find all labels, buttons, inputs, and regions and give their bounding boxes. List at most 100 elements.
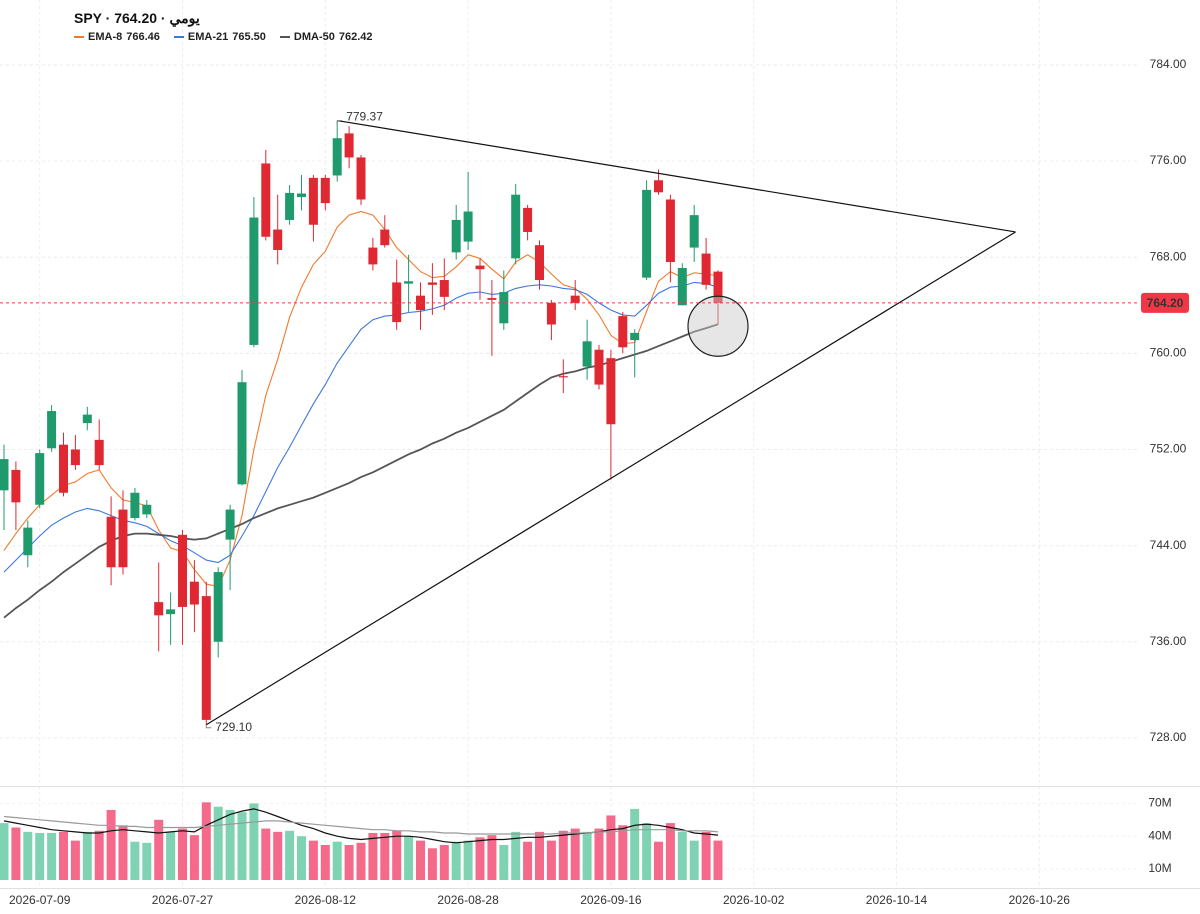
trendline: [205, 231, 1016, 726]
volume-bar: [130, 841, 140, 880]
volume-bar: [546, 840, 556, 880]
x-tick-label: 2026-08-12: [295, 893, 357, 907]
candles: [0, 120, 723, 725]
x-tick-label: 2026-08-28: [437, 893, 499, 907]
candle-body: [511, 194, 521, 259]
legend-value: 762.42: [338, 31, 373, 43]
volume-bar: [237, 812, 247, 880]
candle-body: [523, 207, 533, 232]
last-price-label: 764.20: [1147, 296, 1184, 310]
volume-bar: [487, 835, 497, 880]
last-price-tag: [1141, 292, 1189, 313]
candle-body: [273, 229, 283, 250]
volume-bar: [392, 830, 402, 880]
legend-item: EMA-8 766.46: [74, 31, 160, 43]
volume-bar: [463, 840, 473, 880]
volume-bar: [523, 841, 533, 880]
candle-body: [285, 192, 295, 220]
volume-bar: [701, 831, 711, 880]
candle-body: [118, 509, 128, 568]
candle-body: [606, 358, 616, 425]
legend-name: DMA-50: [293, 31, 335, 43]
candle-body: [47, 411, 57, 449]
y-tick-label: 768.00: [1150, 249, 1187, 263]
volume-bar: [630, 808, 640, 880]
candle-body: [297, 193, 306, 198]
volume-bar: [35, 832, 45, 880]
volume-bar: [582, 831, 592, 880]
volume-bar: [213, 806, 223, 880]
candle-body: [344, 133, 354, 158]
candle-body: [594, 349, 604, 385]
candle-body: [320, 177, 330, 204]
volume-bar: [285, 830, 295, 880]
volume-bar: [511, 831, 521, 880]
y-tick-label: 752.00: [1150, 442, 1187, 456]
volume-bar: [677, 831, 687, 880]
volume-bar: [82, 831, 92, 880]
volume-bar: [499, 844, 509, 880]
candle-body: [356, 157, 366, 200]
candle-body: [392, 282, 402, 323]
legend-swatch: [173, 36, 184, 38]
volume-bar: [713, 840, 723, 880]
candle-body: [487, 298, 497, 300]
high-marker-label: 779.37: [346, 110, 383, 124]
candle-body: [499, 292, 509, 324]
x-tick-label: 2026-09-16: [580, 893, 642, 907]
volume-bar: [535, 831, 544, 880]
candle-body: [35, 453, 45, 505]
volume-bar: [618, 825, 628, 880]
candle-body: [166, 609, 176, 615]
volume-bar: [11, 827, 21, 880]
legend-value: 765.50: [232, 31, 266, 43]
legend-swatch: [279, 36, 290, 38]
volume-average-line: [3, 815, 719, 835]
volume-tick-label: 70M: [1148, 796, 1171, 810]
volume-bars: [0, 802, 723, 880]
candle-body: [154, 602, 164, 616]
legend-value: 766.46: [126, 31, 160, 43]
volume-bar: [404, 836, 414, 880]
y-tick-label: 736.00: [1150, 634, 1187, 648]
volume-bar: [94, 830, 104, 880]
candle-body: [308, 177, 318, 225]
candle-body: [630, 332, 640, 341]
chart-title: SPY · 764.20 · يومي: [74, 10, 200, 26]
volume-bar: [47, 832, 57, 880]
volume-bar: [320, 844, 330, 880]
candle-body: [463, 211, 473, 242]
volume-bar: [344, 844, 354, 880]
volume-bar: [154, 819, 164, 880]
volume-bar: [427, 848, 437, 880]
candle-body: [178, 534, 187, 607]
legend-item: DMA-50 762.42: [279, 31, 373, 43]
candle-body: [82, 414, 92, 424]
candle-body: [546, 302, 556, 325]
legend-item: EMA-21 765.50: [173, 31, 266, 43]
volume-bar: [166, 831, 176, 880]
candle-body: [23, 527, 33, 556]
x-tick-label: 2026-07-09: [9, 893, 71, 907]
candle-body: [59, 444, 68, 493]
volume-bar: [689, 840, 699, 880]
x-tick-label: 2026-07-27: [152, 893, 214, 907]
candle-body: [11, 469, 21, 503]
volume-bar: [23, 831, 33, 880]
volume-bar: [106, 809, 116, 880]
candle-body: [380, 229, 390, 246]
candle-body: [225, 509, 235, 540]
volume-bar: [416, 840, 425, 880]
candle-body: [332, 138, 342, 176]
candle-body: [106, 516, 116, 568]
volume-bar: [439, 844, 449, 880]
candle-body: [189, 581, 199, 605]
candle-body: [689, 215, 699, 248]
x-tick-label: 2026-10-14: [866, 893, 928, 907]
candle-body: [558, 376, 568, 378]
x-tick-label: 2026-10-26: [1009, 893, 1071, 907]
volume-bar: [332, 841, 342, 880]
candle-body: [142, 504, 152, 515]
y-tick-label: 784.00: [1150, 57, 1187, 71]
